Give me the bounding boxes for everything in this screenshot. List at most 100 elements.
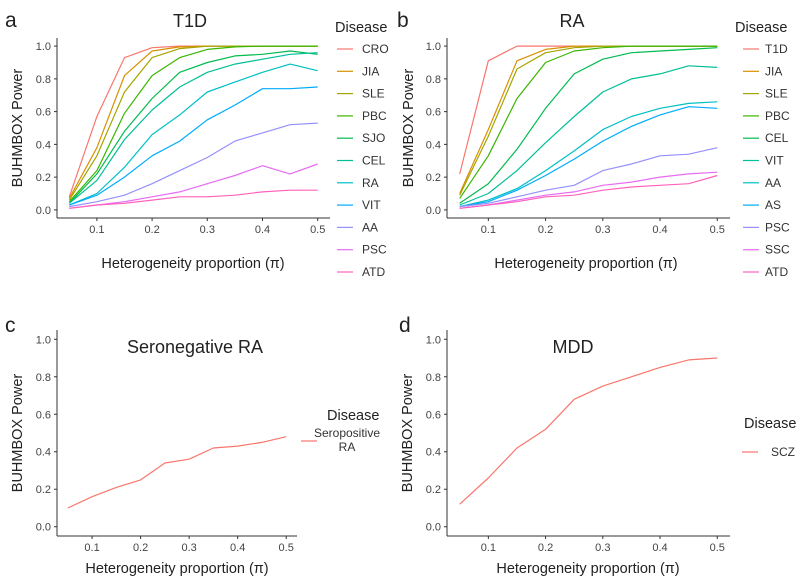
series-line-sjo — [68, 50, 318, 204]
panel-d: d MDD 0.0 0.2 0.4 0.6 0.8 1.0 0.1 0.2 0.3 0.4 0.5 Het… — [399, 314, 796, 577]
x-tick-label: 0.3 — [595, 224, 610, 236]
series-line-seropositive-ra — [67, 436, 287, 509]
y-tick-label: 0.6 — [36, 107, 51, 119]
legend-label: CEL — [362, 154, 386, 168]
x-tick-label: 0.1 — [84, 542, 99, 554]
legend-title: Disease — [335, 20, 387, 36]
legend-label: SSC — [765, 243, 790, 257]
x-axis-label: Heterogeneity proportion (π) — [494, 256, 677, 272]
x-tick-label: 0.2 — [144, 224, 159, 236]
y-tick-label: 0.2 — [36, 172, 51, 184]
x-tick-label: 0.4 — [230, 542, 245, 554]
x-tick-label: 0.1 — [89, 224, 104, 236]
chart-title: MDD — [553, 337, 594, 357]
series-line-jia — [68, 45, 318, 199]
y-tick-label: 1.0 — [426, 334, 441, 346]
legend-label: CRO — [362, 42, 389, 56]
legend-label: JIA — [765, 64, 782, 78]
series-line-atd — [459, 174, 718, 209]
series-line-psc — [69, 163, 318, 209]
legend-title: Disease — [327, 408, 379, 424]
x-tick-label: 0.5 — [279, 542, 294, 554]
x-tick-label: 0.5 — [710, 542, 725, 554]
y-tick-label: 0.8 — [426, 372, 441, 384]
panel-letter: b — [397, 9, 409, 32]
legend-label: PSC — [765, 220, 790, 234]
legend-label: Seropositive RA — [314, 426, 380, 454]
x-tick-label: 0.4 — [652, 224, 667, 236]
series-line-pbc — [68, 45, 318, 203]
y-tick-label: 0.8 — [36, 372, 51, 384]
chart-title: Seronegative RA — [127, 337, 263, 357]
legend-label: JIA — [362, 64, 379, 78]
y-tick-label: 0.8 — [36, 74, 51, 86]
x-axis-label: Heterogeneity proportion (π) — [101, 256, 284, 272]
x-tick-label: 0.3 — [181, 542, 196, 554]
legend-label: SLE — [765, 87, 788, 101]
y-tick-label: 0.8 — [426, 74, 441, 86]
legend-label: ATD — [765, 265, 788, 279]
legend-label: PSC — [362, 243, 387, 257]
series-line-atd — [69, 189, 318, 209]
panel-b: b RA 0.0 0.2 0.4 0.6 0.8 1.0 0.1 0.2 0.3 0.4 0.5 Hete… — [397, 9, 790, 279]
legend-label: PBC — [362, 109, 387, 123]
y-axis-label: BUHMBOX Power — [10, 69, 26, 188]
x-tick-label: 0.3 — [595, 542, 610, 554]
series-line-psc — [459, 147, 718, 208]
legend-label: AA — [765, 176, 781, 190]
legend-label: ATD — [362, 265, 385, 279]
x-tick-label: 0.2 — [538, 224, 553, 236]
legend-title: Disease — [735, 20, 787, 36]
series-line-vit — [69, 86, 318, 206]
x-tick-label: 0.3 — [200, 224, 215, 236]
series-line-cel — [459, 47, 718, 204]
legend-label: SCZ — [771, 445, 795, 459]
y-tick-label: 0.2 — [426, 484, 441, 496]
legend-label: AA — [362, 220, 378, 234]
y-tick-label: 0.4 — [36, 447, 51, 459]
x-tick-label: 0.2 — [538, 542, 553, 554]
legend-label: SLE — [362, 87, 385, 101]
x-tick-label: 0.4 — [255, 224, 270, 236]
legend-label: RA — [362, 176, 379, 190]
y-tick-label: 0.2 — [36, 484, 51, 496]
y-tick-label: 0.0 — [426, 205, 441, 217]
legend-label: SJO — [362, 131, 385, 145]
y-tick-label: 0.6 — [426, 409, 441, 421]
y-tick-label: 1.0 — [36, 334, 51, 346]
y-tick-label: 0.4 — [426, 139, 441, 151]
y-tick-label: 1.0 — [426, 41, 441, 53]
series-line-aa — [69, 122, 318, 208]
x-tick-label: 0.1 — [481, 542, 496, 554]
series-line-ra — [69, 63, 318, 206]
panel-letter: d — [399, 314, 411, 337]
series-line-cel — [68, 52, 318, 204]
panel-c: c Seronegative RA 0.0 0.2 0.4 0.6 0.8 1.0 0.1 0.2… — [5, 314, 380, 577]
y-tick-label: 0.6 — [36, 409, 51, 421]
series-line-pbc — [459, 45, 718, 199]
y-tick-label: 0.0 — [426, 522, 441, 534]
y-tick-label: 1.0 — [36, 41, 51, 53]
series-line-as — [459, 106, 718, 208]
y-tick-label: 0.6 — [426, 107, 441, 119]
x-tick-label: 0.5 — [710, 224, 725, 236]
chart-title: T1D — [173, 11, 207, 31]
panel-a: a T1D 0.0 0.2 0.4 0.6 0.8 1.0 0.1 0.2 0.3 0.4 0.5 Het… — [5, 9, 389, 279]
series-line-vit — [459, 65, 718, 206]
chart-title: RA — [559, 11, 584, 31]
legend-label: CEL — [765, 131, 789, 145]
y-tick-label: 0.2 — [426, 172, 441, 184]
x-tick-label: 0.4 — [652, 542, 667, 554]
y-tick-label: 0.0 — [36, 205, 51, 217]
panel-letter: a — [5, 9, 17, 32]
y-axis-label: BUHMBOX Power — [400, 374, 416, 493]
y-tick-label: 0.0 — [36, 522, 51, 534]
series-line-scz — [459, 357, 718, 505]
legend-title: Disease — [744, 416, 796, 432]
y-axis-label: BUHMBOX Power — [10, 374, 26, 493]
series-line-ssc — [459, 171, 718, 209]
panel-letter: c — [5, 314, 16, 337]
legend-label: VIT — [362, 198, 381, 212]
